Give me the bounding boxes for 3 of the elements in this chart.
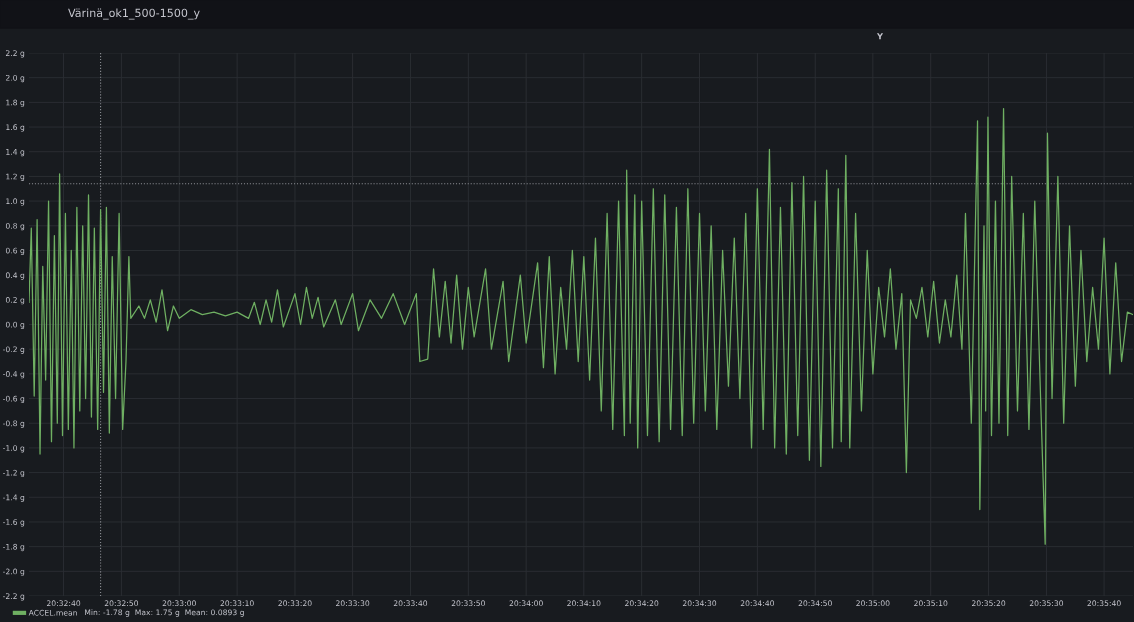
line-series: [29, 107, 1133, 545]
text: Y: [876, 33, 884, 40]
chart-title: Värinä_ok1_500-1500_y: [68, 8, 200, 20]
